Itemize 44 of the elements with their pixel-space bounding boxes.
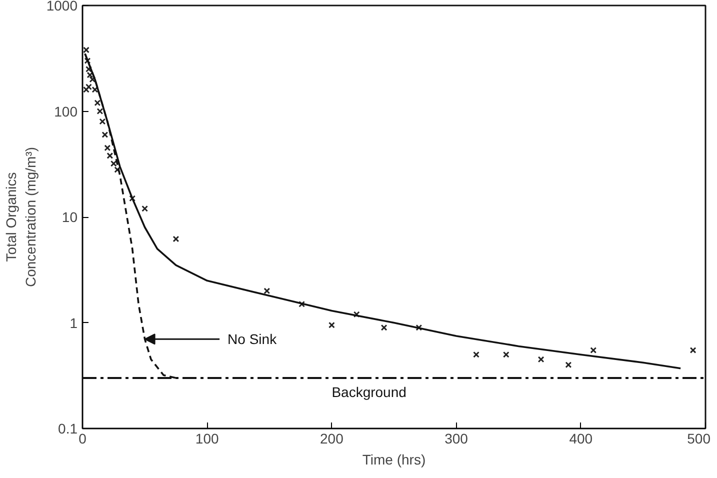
x-tick-label: 100 bbox=[195, 430, 219, 446]
point bbox=[264, 288, 270, 294]
point bbox=[102, 131, 108, 138]
point bbox=[129, 195, 136, 202]
point bbox=[96, 108, 104, 114]
point bbox=[106, 152, 114, 159]
point bbox=[104, 144, 111, 152]
point bbox=[89, 76, 96, 83]
x-tick-label: 0 bbox=[78, 430, 87, 446]
annotation: No Sink bbox=[228, 331, 278, 348]
point bbox=[353, 311, 360, 318]
x-tick-label: 200 bbox=[320, 430, 344, 446]
point bbox=[172, 236, 180, 242]
point bbox=[502, 351, 510, 358]
point bbox=[94, 100, 101, 106]
point bbox=[83, 46, 90, 54]
point bbox=[538, 356, 544, 363]
y-tick-label: 0.1 bbox=[58, 420, 78, 436]
point bbox=[380, 324, 388, 331]
x-axis-title: Time (hrs) bbox=[362, 452, 426, 468]
point bbox=[110, 160, 117, 167]
x-tick-label: 500 bbox=[687, 430, 711, 446]
y-axis-title: Total Organics Concentration (mg/m³) bbox=[3, 146, 38, 288]
y-tick-label: 100 bbox=[54, 103, 78, 120]
point bbox=[328, 322, 335, 328]
x-tick-label: 400 bbox=[569, 430, 593, 446]
point bbox=[99, 118, 106, 125]
point bbox=[84, 58, 91, 64]
y-tick-label: 1000 bbox=[46, 0, 78, 14]
ref-line-label: Background bbox=[332, 384, 406, 400]
point bbox=[83, 86, 90, 93]
point bbox=[473, 351, 480, 358]
point bbox=[86, 72, 94, 78]
x-tick-label: 300 bbox=[444, 430, 468, 446]
point bbox=[86, 66, 92, 72]
point bbox=[114, 166, 121, 173]
point bbox=[565, 362, 572, 368]
y-tick-label: 10 bbox=[62, 209, 78, 225]
point bbox=[690, 346, 696, 354]
point bbox=[142, 205, 148, 212]
point bbox=[590, 346, 597, 354]
y-tick-label: 1 bbox=[70, 314, 78, 331]
point bbox=[416, 324, 422, 331]
point bbox=[298, 300, 306, 308]
